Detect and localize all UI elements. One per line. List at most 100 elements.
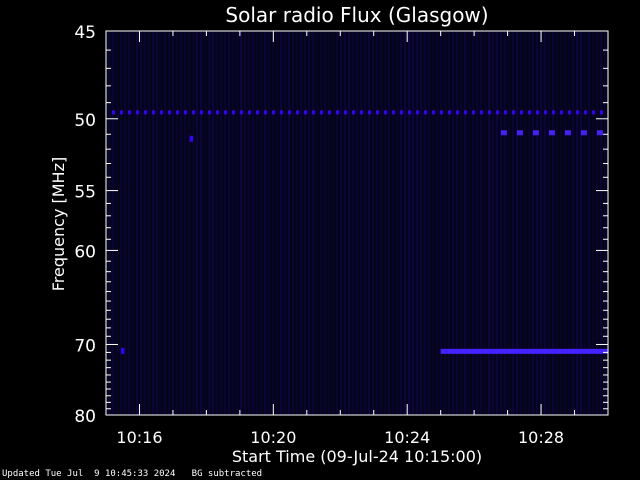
y-tick-label: 55 (74, 183, 96, 203)
noise-stripe (536, 31, 538, 415)
noise-stripe (496, 31, 498, 415)
noise-stripe (248, 31, 250, 415)
noise-stripe (280, 31, 282, 415)
noise-stripe (560, 31, 562, 415)
y-tick-label: 60 (74, 242, 96, 262)
noise-stripe (180, 31, 182, 415)
noise-stripe (204, 31, 206, 415)
noise-stripe (172, 31, 174, 415)
noise-stripe (144, 31, 146, 415)
noise-stripe (288, 31, 290, 415)
noise-stripe (456, 31, 458, 415)
noise-stripe (128, 31, 130, 415)
noise-stripe (436, 31, 438, 415)
x-tick-label: 10:28 (518, 428, 564, 447)
noise-stripe (348, 31, 350, 415)
signal-features (112, 110, 608, 354)
x-tick-label: 10:16 (116, 428, 162, 447)
noise-stripe (124, 31, 126, 415)
noise-stripe (308, 31, 310, 415)
noise-stripe (304, 31, 306, 415)
noise-stripe (344, 31, 346, 415)
noise-stripe (268, 31, 270, 415)
y-tick-label: 70 (74, 336, 96, 356)
noise-stripe (212, 31, 214, 415)
noise-stripe (504, 31, 506, 415)
noise-stripe (320, 31, 322, 415)
noise-stripe (424, 31, 426, 415)
noise-stripe (152, 31, 154, 415)
noise-stripe (168, 31, 170, 415)
noise-stripe (588, 31, 590, 415)
noise-stripe (276, 31, 278, 415)
noise-stripe (600, 31, 602, 415)
noise-stripe (160, 31, 162, 415)
noise-stripe (604, 31, 606, 415)
noise-stripe (196, 31, 198, 415)
signal-spot (189, 135, 194, 142)
noise-stripe (220, 31, 222, 415)
background-noise (108, 31, 606, 415)
noise-stripe (412, 31, 414, 415)
noise-stripe (516, 31, 518, 415)
noise-stripe (156, 31, 158, 415)
noise-stripe (472, 31, 474, 415)
noise-stripe (324, 31, 326, 415)
noise-stripe (408, 31, 410, 415)
noise-stripe (232, 31, 234, 415)
noise-stripe (332, 31, 334, 415)
y-axis-label: Frequency [MHz] (49, 157, 68, 291)
noise-stripe (360, 31, 362, 415)
noise-stripe (460, 31, 462, 415)
noise-stripe (188, 31, 190, 415)
noise-stripe (316, 31, 318, 415)
noise-stripe (192, 31, 194, 415)
noise-stripe (108, 31, 110, 415)
noise-stripe (528, 31, 530, 415)
noise-stripe (164, 31, 166, 415)
noise-stripe (376, 31, 378, 415)
noise-stripe (564, 31, 566, 415)
noise-stripe (140, 31, 142, 415)
noise-stripe (420, 31, 422, 415)
noise-stripe (228, 31, 230, 415)
noise-stripe (300, 31, 302, 415)
noise-stripe (380, 31, 382, 415)
noise-stripe (292, 31, 294, 415)
noise-stripe (576, 31, 578, 415)
noise-stripe (384, 31, 386, 415)
noise-stripe (488, 31, 490, 415)
noise-stripe (148, 31, 150, 415)
noise-stripe (548, 31, 550, 415)
noise-stripe (364, 31, 366, 415)
noise-stripe (256, 31, 258, 415)
signal-spot (121, 347, 125, 354)
noise-stripe (540, 31, 542, 415)
noise-stripe (508, 31, 510, 415)
plot-frame (105, 30, 609, 416)
noise-stripe (200, 31, 202, 415)
update-timestamp: Updated Tue Jul 9 10:45:33 2024 (2, 469, 176, 479)
noise-stripe (216, 31, 218, 415)
noise-stripe (112, 31, 114, 415)
noise-stripe (512, 31, 514, 415)
noise-stripe (440, 31, 442, 415)
footer: Updated Tue Jul 9 10:45:33 2024 BG subtr… (2, 469, 262, 479)
noise-stripe (272, 31, 274, 415)
noise-stripe (328, 31, 330, 415)
noise-stripe (136, 31, 138, 415)
noise-stripe (356, 31, 358, 415)
noise-stripe (224, 31, 226, 415)
noise-stripe (568, 31, 570, 415)
noise-stripe (120, 31, 122, 415)
noise-stripe (400, 31, 402, 415)
noise-stripe (416, 31, 418, 415)
x-tick-label: 10:24 (384, 428, 430, 447)
noise-stripe (372, 31, 374, 415)
noise-stripe (208, 31, 210, 415)
noise-stripe (592, 31, 594, 415)
noise-stripe (580, 31, 582, 415)
noise-stripe (452, 31, 454, 415)
noise-stripe (340, 31, 342, 415)
noise-stripe (532, 31, 534, 415)
